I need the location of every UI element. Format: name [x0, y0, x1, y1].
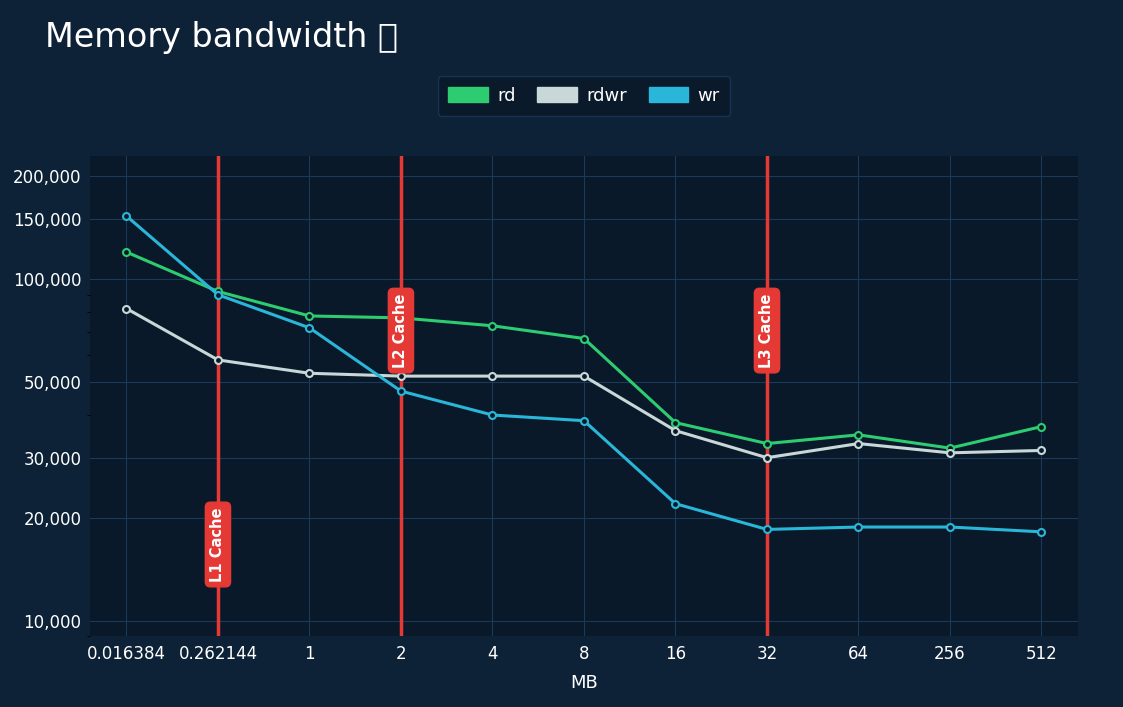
Text: Memory bandwidth ⓘ: Memory bandwidth ⓘ	[45, 21, 398, 54]
Legend: rd, rdwr, wr: rd, rdwr, wr	[438, 76, 730, 116]
Text: L2 Cache: L2 Cache	[393, 293, 409, 368]
Text: L3 Cache: L3 Cache	[759, 293, 775, 368]
X-axis label: MB: MB	[570, 674, 597, 691]
Text: L1 Cache: L1 Cache	[210, 507, 226, 582]
